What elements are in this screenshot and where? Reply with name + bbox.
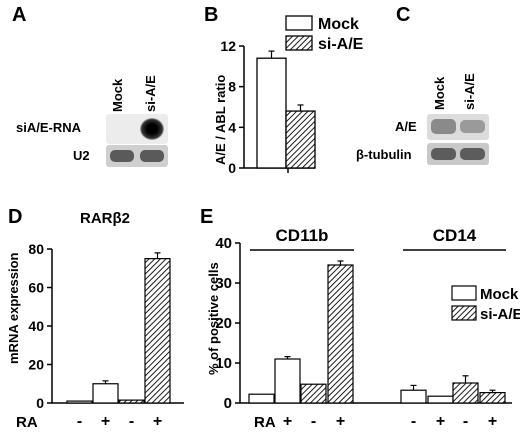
ae-band-mock: [431, 119, 456, 134]
chart-e: 0 10 20 30 40 - + - + - + - + CD11b CD14 Mock si-A/E: [215, 226, 520, 430]
chart-e-bar-5: [427, 395, 454, 404]
chart-d-ra-mark-1: +: [101, 413, 110, 430]
chart-e-bar-0: [248, 393, 275, 404]
chart-b-bar-mock: [256, 57, 287, 169]
chart-b-ytick-label-2: 8: [228, 79, 236, 95]
chart-e-legend-swatch-1: [451, 305, 477, 321]
panel-c-blot-ae: [427, 114, 489, 140]
chart-b-ytick-label-1: 4: [228, 119, 236, 135]
panel-c-blot-tubulin: [427, 143, 489, 165]
chart-b-ytick-label-0: 0: [228, 160, 236, 176]
chart-e-ra-mark-3: +: [336, 413, 345, 430]
chart-b-legend-label-1: si-A/E: [318, 36, 364, 53]
panel-e-letter: E: [200, 206, 214, 228]
panel-d-letter: D: [8, 206, 23, 228]
chart-e-legend-label-0: Mock: [480, 286, 519, 303]
chart-b-legend-swatch-1: [285, 35, 313, 51]
chart-e-ytick-label-4: 40: [215, 235, 232, 252]
chart-d-ytick-label-2: 40: [28, 318, 44, 334]
chart-d: 0 20 40 60 80 - + - +: [28, 241, 184, 430]
u2-band-mock: [110, 150, 134, 162]
chart-e-legend-swatch-0: [451, 285, 477, 301]
chart-e-ra-mark-1: +: [283, 413, 292, 430]
panel-c-letter: C: [396, 4, 411, 26]
chart-b-ytick-label-3: 12: [220, 38, 236, 54]
chart-d-ytick-label-1: 20: [28, 357, 44, 373]
chart-e-ra-mark-0: -: [259, 413, 264, 430]
panel-c-row-ae: A/E: [395, 119, 417, 134]
chart-d-ra-mark-3: +: [153, 413, 162, 430]
chart-e-bar-1: [274, 358, 301, 404]
chart-b-bar-si-ae: [285, 110, 316, 169]
tubulin-band-mock: [431, 148, 456, 160]
chart-e-ytick-label-3: 30: [215, 275, 232, 292]
chart-e-legend-label-1: si-A/E: [480, 306, 520, 323]
chart-e-ytick-label-0: 0: [224, 395, 232, 412]
chart-e-bar-2: [300, 383, 327, 404]
u2-band-si: [140, 150, 164, 162]
chart-e-ra-mark-6: -: [463, 413, 468, 430]
chart-d-bar-1: [92, 383, 119, 404]
chart-b: 0 4 8 12 Mock si-A/E: [220, 15, 364, 176]
chart-e-bar-6: [452, 382, 479, 404]
chart-d-ytick-label-3: 60: [28, 280, 44, 296]
ae-band-si: [460, 120, 485, 133]
panel-a-row-sirna: siA/E-RNA: [16, 120, 82, 135]
chart-b-legend-swatch-0: [285, 15, 313, 31]
tubulin-band-si: [460, 148, 485, 160]
chart-e-ra-mark-4: -: [411, 413, 416, 430]
chart-e-ra-mark-5: +: [436, 413, 445, 430]
chart-d-bar-0: [66, 400, 93, 404]
chart-e-group-label-1: CD14: [433, 226, 477, 245]
panel-a-row-u2: U2: [73, 148, 90, 163]
sirna-band: [140, 118, 164, 140]
panel-b-letter: B: [204, 4, 219, 26]
chart-b-legend-label-0: Mock: [318, 16, 359, 33]
chart-e-ytick-label-2: 20: [215, 315, 232, 332]
panel-d-ra-label: RA: [16, 414, 38, 431]
chart-d-ra-mark-0: -: [77, 413, 82, 430]
chart-d-bar-2: [118, 399, 145, 404]
panel-c-row-tubulin: β-tubulin: [356, 147, 412, 162]
chart-d-ra-mark-2: -: [129, 413, 134, 430]
chart-e-group-label-0: CD11b: [276, 226, 329, 245]
chart-e-bar-7: [479, 392, 506, 404]
chart-e-ytick-label-1: 10: [215, 355, 232, 372]
panel-e-ra-label: RA: [254, 414, 276, 431]
chart-e-ra-mark-2: -: [311, 413, 316, 430]
panel-a-blot-u2: [106, 145, 168, 167]
panel-a-letter: A: [12, 4, 27, 26]
panel-a-blot-sirna: [106, 114, 168, 144]
chart-e-ra-mark-7: +: [488, 413, 497, 430]
chart-e-bar-4: [400, 389, 427, 404]
chart-d-bar-3: [144, 258, 171, 404]
panel-d-title: RARβ2: [80, 210, 130, 227]
chart-d-ytick-label-4: 80: [28, 241, 44, 257]
chart-d-ytick-label-0: 0: [36, 395, 44, 411]
chart-e-bar-3: [327, 264, 354, 404]
